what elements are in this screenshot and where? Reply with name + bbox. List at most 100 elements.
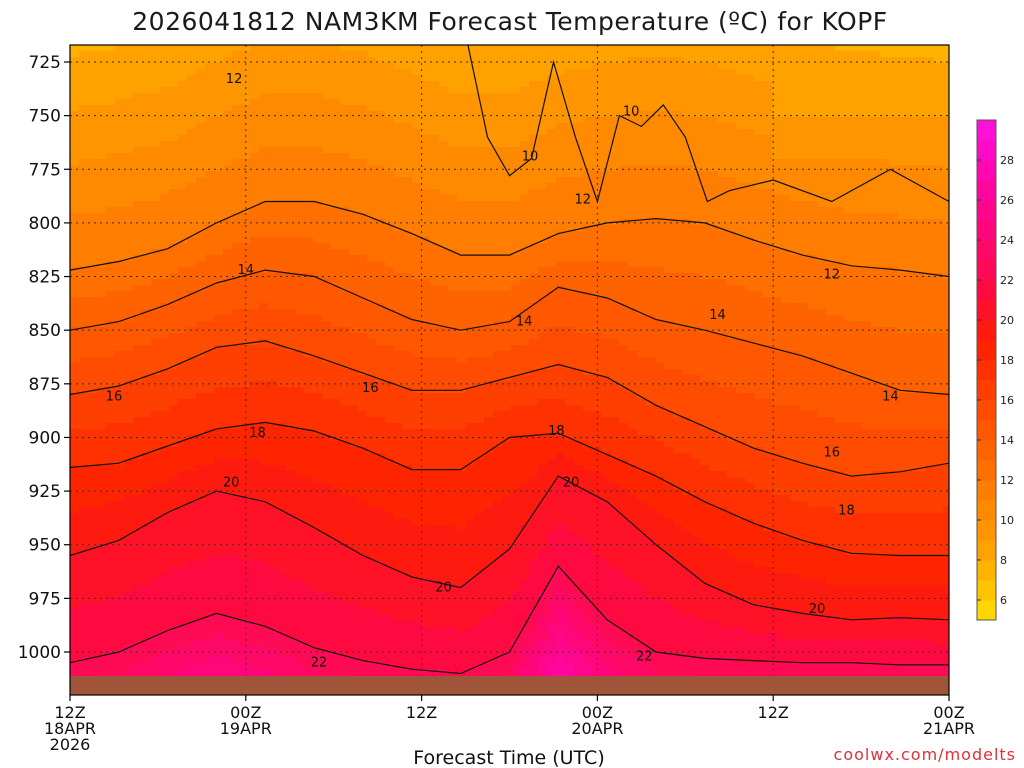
field-cell bbox=[286, 627, 296, 634]
field-cell bbox=[142, 591, 152, 598]
field-cell bbox=[79, 513, 89, 520]
field-cell bbox=[169, 249, 179, 256]
field-cell bbox=[115, 117, 125, 124]
field-cell bbox=[394, 333, 404, 340]
field-cell bbox=[439, 477, 449, 484]
field-cell bbox=[475, 57, 485, 64]
field-cell bbox=[259, 561, 269, 568]
field-cell bbox=[259, 45, 269, 52]
field-cell bbox=[304, 525, 314, 532]
field-cell bbox=[241, 561, 251, 568]
field-cell bbox=[160, 153, 170, 160]
field-cell bbox=[439, 225, 449, 232]
field-cell bbox=[304, 195, 314, 202]
field-cell bbox=[349, 423, 359, 430]
field-cell bbox=[79, 417, 89, 424]
field-cell bbox=[79, 435, 89, 442]
field-cell bbox=[151, 171, 161, 178]
field-cell bbox=[115, 411, 125, 418]
field-cell bbox=[97, 429, 107, 436]
field-cell bbox=[214, 231, 224, 238]
field-cell bbox=[331, 297, 341, 304]
field-cell bbox=[142, 441, 152, 448]
field-cell bbox=[79, 477, 89, 484]
field-cell bbox=[367, 471, 377, 478]
field-cell bbox=[79, 261, 89, 268]
field-cell bbox=[223, 213, 233, 220]
field-cell bbox=[223, 69, 233, 76]
field-cell bbox=[214, 669, 224, 676]
field-cell bbox=[376, 639, 386, 646]
field-cell bbox=[241, 393, 251, 400]
field-cell bbox=[205, 417, 215, 424]
field-cell bbox=[106, 567, 116, 574]
field-cell bbox=[133, 249, 143, 256]
field-cell bbox=[358, 339, 368, 346]
field-cell bbox=[196, 213, 206, 220]
field-cell bbox=[205, 387, 215, 394]
field-cell bbox=[421, 543, 431, 550]
field-cell bbox=[421, 573, 431, 580]
field-cell bbox=[322, 399, 332, 406]
field-cell bbox=[421, 393, 431, 400]
field-cell bbox=[151, 645, 161, 652]
field-cell bbox=[115, 51, 125, 58]
field-cell bbox=[313, 225, 323, 232]
field-cell bbox=[151, 231, 161, 238]
field-cell bbox=[295, 315, 305, 322]
field-cell bbox=[358, 387, 368, 394]
field-cell bbox=[268, 579, 278, 586]
field-cell bbox=[268, 405, 278, 412]
field-cell bbox=[430, 279, 440, 286]
field-cell bbox=[169, 543, 179, 550]
field-cell bbox=[70, 135, 80, 142]
field-cell bbox=[385, 69, 395, 76]
field-cell bbox=[412, 75, 422, 82]
field-cell bbox=[349, 531, 359, 538]
field-cell bbox=[196, 357, 206, 364]
field-cell bbox=[331, 321, 341, 328]
field-cell bbox=[322, 375, 332, 382]
field-cell bbox=[223, 45, 233, 52]
field-cell bbox=[124, 351, 134, 358]
field-cell bbox=[394, 513, 404, 520]
field-cell bbox=[295, 477, 305, 484]
field-cell bbox=[79, 483, 89, 490]
field-cell bbox=[295, 309, 305, 316]
field-cell bbox=[187, 285, 197, 292]
field-cell bbox=[214, 261, 224, 268]
field-cell bbox=[448, 579, 458, 586]
field-cell bbox=[277, 159, 287, 166]
field-cell bbox=[268, 453, 278, 460]
field-cell bbox=[232, 621, 242, 628]
field-cell bbox=[358, 369, 368, 376]
field-cell bbox=[178, 87, 188, 94]
field-cell bbox=[475, 81, 485, 88]
field-cell bbox=[232, 645, 242, 652]
field-cell bbox=[403, 453, 413, 460]
field-cell bbox=[232, 483, 242, 490]
field-cell bbox=[322, 273, 332, 280]
field-cell bbox=[403, 171, 413, 178]
field-cell bbox=[421, 399, 431, 406]
field-cell bbox=[313, 501, 323, 508]
field-cell bbox=[205, 207, 215, 214]
field-cell bbox=[322, 651, 332, 658]
field-cell bbox=[160, 627, 170, 634]
field-cell bbox=[151, 141, 161, 148]
field-cell bbox=[142, 465, 152, 472]
field-cell bbox=[124, 645, 134, 652]
field-cell bbox=[430, 207, 440, 214]
field-cell bbox=[97, 165, 107, 172]
field-cell bbox=[295, 285, 305, 292]
field-cell bbox=[439, 177, 449, 184]
field-cell bbox=[457, 189, 467, 196]
field-cell bbox=[421, 375, 431, 382]
field-cell bbox=[466, 369, 476, 376]
field-cell bbox=[142, 69, 152, 76]
field-cell bbox=[412, 285, 422, 292]
field-cell bbox=[259, 639, 269, 646]
field-cell bbox=[286, 393, 296, 400]
field-cell bbox=[349, 261, 359, 268]
field-cell bbox=[313, 561, 323, 568]
